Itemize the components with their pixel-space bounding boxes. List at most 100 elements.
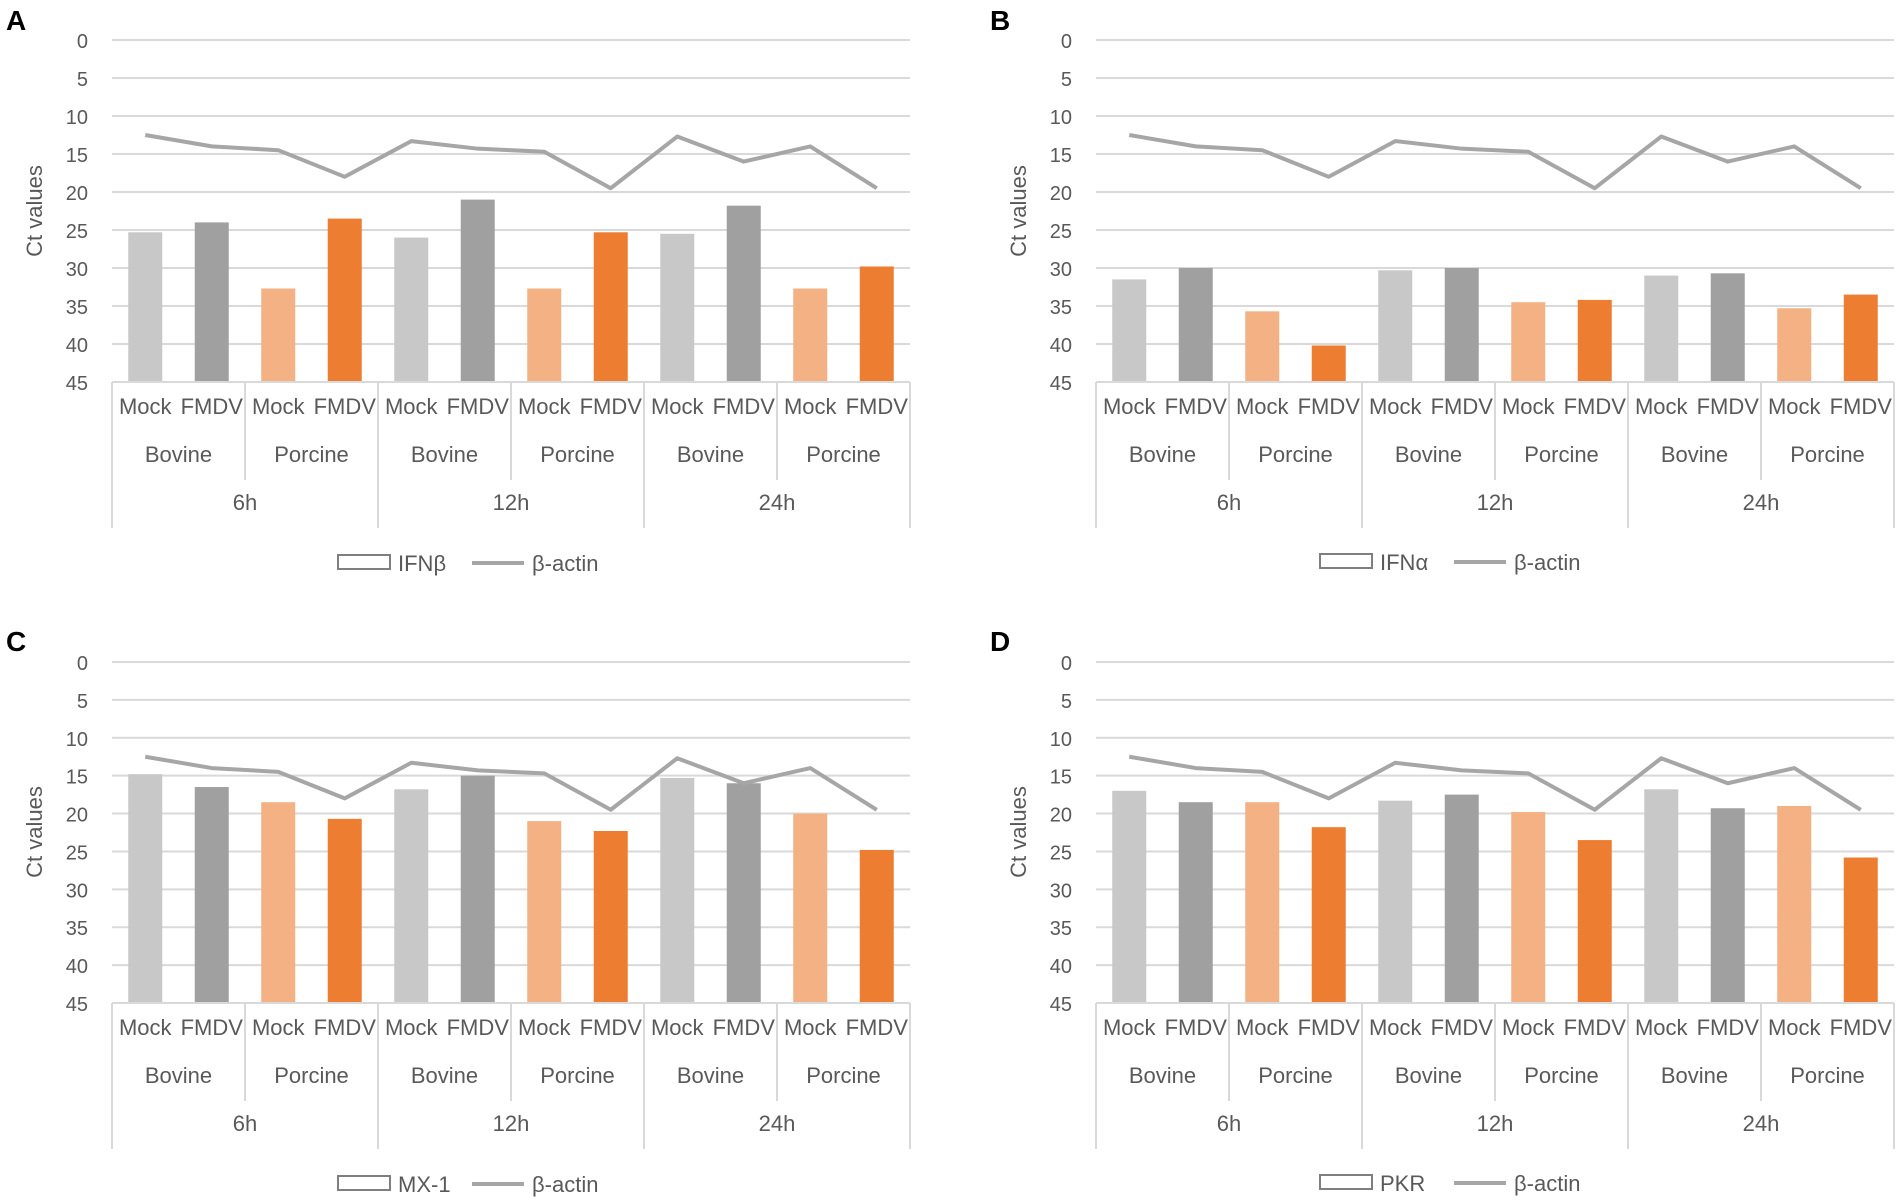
bar-6 <box>460 775 495 1003</box>
y-tick-label: 40 <box>1050 335 1072 357</box>
bar-11 <box>1777 308 1812 382</box>
category-label: FMDV <box>1830 394 1893 419</box>
category-label: FMDV <box>1298 1015 1361 1040</box>
bar-7 <box>1511 812 1546 1003</box>
category-label: FMDV <box>1697 394 1760 419</box>
species-label: Bovine <box>1129 1063 1196 1088</box>
category-label: FMDV <box>1165 1015 1228 1040</box>
bar-3 <box>1245 311 1280 382</box>
category-label: Mock <box>1635 394 1689 419</box>
category-label: FMDV <box>713 1015 776 1040</box>
category-label: Mock <box>784 394 838 419</box>
species-label: Bovine <box>411 442 478 467</box>
y-tick-label: 20 <box>66 183 88 205</box>
time-group-label: 12h <box>493 490 530 515</box>
bar-8 <box>593 232 628 382</box>
category-label: FMDV <box>181 1015 244 1040</box>
category-label: Mock <box>651 1015 705 1040</box>
legend-label: β-actin <box>532 551 598 576</box>
y-tick-label: 30 <box>1050 880 1072 902</box>
species-label: Porcine <box>1524 1063 1599 1088</box>
y-tick-label: 5 <box>77 691 88 713</box>
category-label: FMDV <box>181 394 244 419</box>
legend-label: IFNβ <box>398 551 446 576</box>
bar-10 <box>1710 808 1745 1003</box>
category-label: FMDV <box>314 394 377 419</box>
y-tick-label: 40 <box>66 956 88 978</box>
y-tick-label: 0 <box>77 31 88 53</box>
y-tick-label: 10 <box>1050 729 1072 751</box>
category-label: FMDV <box>1564 1015 1627 1040</box>
y-tick-label: 45 <box>66 994 88 1016</box>
y-tick-label: 40 <box>66 335 88 357</box>
bar-6 <box>460 199 495 382</box>
bar-12 <box>1843 857 1878 1003</box>
category-label: FMDV <box>846 394 909 419</box>
species-label: Porcine <box>274 1063 349 1088</box>
category-label: Mock <box>385 394 439 419</box>
legend-swatch-bar <box>1319 553 1373 569</box>
bar-8 <box>1577 840 1612 1003</box>
bar-1 <box>128 232 163 382</box>
category-label: FMDV <box>580 1015 643 1040</box>
bar-4 <box>327 818 362 1003</box>
legend: IFNα β-actin <box>1319 550 1580 575</box>
beta-actin-line <box>1128 133 1862 191</box>
bar-2 <box>1178 802 1213 1003</box>
category-label: Mock <box>1369 1015 1423 1040</box>
bar-5 <box>1378 270 1413 382</box>
panel-b: B 0 5 10 15 20 25 30 35 40 45 Ct values Mock FMDV Mock… <box>990 5 1895 575</box>
species-label: Porcine <box>1524 442 1599 467</box>
beta-actin-line <box>144 133 878 191</box>
bar-9 <box>660 777 695 1003</box>
legend: IFNβ β-actin <box>337 551 598 576</box>
category-label: Mock <box>1768 1015 1822 1040</box>
category-label: Mock <box>1236 1015 1290 1040</box>
category-label: Mock <box>1103 394 1157 419</box>
bar-11 <box>1777 805 1812 1003</box>
category-label: Mock <box>119 1015 173 1040</box>
legend-label: PKR <box>1380 1171 1425 1196</box>
legend: PKR β-actin <box>1319 1171 1580 1196</box>
y-tick-label: 25 <box>66 221 88 243</box>
bar-7 <box>527 821 562 1003</box>
panel-a: A 0 5 10 15 20 25 30 35 40 45 Ct values Mock FMDV Mock… <box>6 5 911 576</box>
y-tick-label: 25 <box>1050 221 1072 243</box>
y-tick-label: 25 <box>66 842 88 864</box>
category-label: FMDV <box>846 1015 909 1040</box>
bar-1 <box>128 774 163 1003</box>
bar-5 <box>394 237 429 382</box>
y-tick-label: 35 <box>1050 918 1072 940</box>
category-label: FMDV <box>1431 394 1494 419</box>
species-label: Porcine <box>540 1063 615 1088</box>
legend-label: β-actin <box>1514 1171 1580 1196</box>
bar-5 <box>394 789 429 1003</box>
legend: MX-1 β-actin <box>337 1172 598 1197</box>
y-tick-label: 30 <box>66 880 88 902</box>
category-label: Mock <box>784 1015 838 1040</box>
category-label: FMDV <box>1298 394 1361 419</box>
bar-7 <box>1511 302 1546 382</box>
category-label: FMDV <box>314 1015 377 1040</box>
category-label: Mock <box>1103 1015 1157 1040</box>
bar-10 <box>1710 273 1745 382</box>
legend-swatch-bar <box>337 554 391 570</box>
y-tick-label: 30 <box>1050 259 1072 281</box>
y-tick-label: 25 <box>1050 842 1072 864</box>
y-tick-label: 0 <box>77 653 88 675</box>
bar-10 <box>726 205 761 382</box>
category-label: FMDV <box>447 1015 510 1040</box>
species-label: Porcine <box>1258 442 1333 467</box>
species-label: Bovine <box>411 1063 478 1088</box>
panel-c: C 0 5 10 15 20 25 30 35 40 45 Ct values Mock FMDV Mock… <box>6 626 911 1197</box>
y-axis-label: Ct values <box>22 165 47 257</box>
bar-9 <box>660 233 695 382</box>
y-tick-label: 35 <box>1050 297 1072 319</box>
species-label: Porcine <box>806 1063 881 1088</box>
species-label: Bovine <box>1129 442 1196 467</box>
species-label: Porcine <box>1790 1063 1865 1088</box>
species-label: Bovine <box>145 1063 212 1088</box>
bar-3 <box>261 288 296 382</box>
category-label: Mock <box>1635 1015 1689 1040</box>
bar-2 <box>194 787 229 1003</box>
